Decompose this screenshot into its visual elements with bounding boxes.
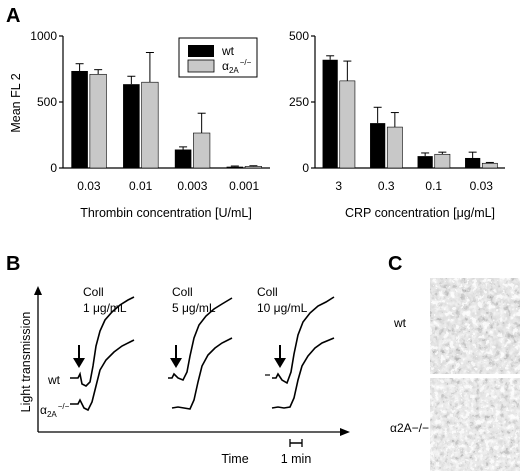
crp-bar-wt-1 (370, 123, 386, 168)
legend-swatch-a2a (187, 59, 215, 73)
crp-category-label-3: 0.03 (470, 179, 494, 193)
crp-bar-a2a-3 (481, 162, 498, 169)
legend-label-a2a: α2A−/− (222, 58, 252, 75)
micrograph-panel: wt α2A−/− (390, 278, 520, 471)
condition-2-dose: 5 μg/mL (172, 301, 216, 315)
crp-y-tick-label-0: 0 (302, 161, 309, 175)
crp-category-label-2: 0.1 (425, 179, 442, 193)
condition-1-agent: Coll (83, 285, 104, 299)
condition-3-agent: Coll (257, 285, 278, 299)
micrograph-label-wt: wt (393, 316, 407, 330)
light-transmission-label: Light transmission (19, 312, 33, 413)
trace-a2a-coll-5 (171, 337, 233, 410)
trace-wt-coll-10 (272, 296, 335, 385)
crp-y-tick-label-1: 250 (289, 95, 309, 109)
crp-bar-a2a-0 (339, 80, 356, 169)
thrombin-bar-a2a-0 (89, 73, 107, 169)
thrombin-bar-a2a-3 (244, 166, 262, 169)
micrograph-label-a2a: α2A−/− (390, 421, 429, 435)
legend: wt α2A−/− (178, 37, 258, 78)
thrombin-bar-a2a-2 (193, 132, 211, 169)
crp-bar-a2a-2 (434, 153, 451, 169)
thrombin-bar-wt-1 (123, 84, 140, 168)
thrombin-x-axis-label: Thrombin concentration [U/mL] (80, 206, 252, 220)
micrograph-a2a (430, 378, 520, 471)
thrombin-y-tick-label-2: 1000 (30, 29, 57, 43)
collagen-addition-arrow-3 (274, 345, 286, 368)
crp-category-label-1: 0.3 (378, 179, 395, 193)
time-axis-arrowhead (340, 428, 350, 436)
panel-label-b: B (6, 253, 20, 275)
crp-bar-a2a-1 (386, 126, 403, 169)
trace-a2a-coll-10 (271, 337, 335, 409)
aggregometry-panel: Light transmission Time 1 min wt α2A−/− … (19, 285, 350, 466)
crp-bar-wt-0 (322, 59, 338, 169)
thrombin-bar-wt-2 (174, 149, 192, 168)
crp-x-axis-label: CRP concentration [μg/mL] (345, 206, 495, 220)
thrombin-bar-a2a-1 (141, 81, 159, 169)
trace-a2a-coll-1 (70, 339, 135, 412)
thrombin-y-tick-label-1: 500 (37, 95, 57, 109)
condition-2-agent: Coll (172, 285, 193, 299)
crp-bar-wt-3 (465, 157, 481, 168)
condition-1-dose: 1 μg/mL (83, 301, 127, 315)
crp-y-tick-label-2: 500 (289, 29, 309, 43)
thrombin-bar-wt-0 (71, 70, 88, 168)
legend-label-wt: wt (221, 44, 235, 58)
panel-label-a: A (6, 5, 20, 27)
legend-swatch-wt (188, 45, 214, 57)
trace-wt-coll-5 (168, 297, 233, 382)
thrombin-bar-chart: Mean FL 2 Thrombin concentration [U/mL] … (9, 29, 270, 220)
collagen-addition-arrow-2 (170, 345, 182, 368)
collagen-addition-arrow-1 (73, 345, 85, 368)
condition-3-dose: 10 μg/mL (257, 301, 308, 315)
micrograph-wt (430, 278, 520, 374)
crp-category-label-0: 3 (335, 179, 342, 193)
crp-bar-chart: CRP concentration [μg/mL] 0 250 500 3 0.3 0.1… (289, 29, 505, 220)
time-axis-label: Time (221, 452, 248, 466)
thrombin-category-label-2: 0.003 (177, 179, 207, 193)
thrombin-category-label-3: 0.001 (229, 179, 259, 193)
thrombin-category-label-1: 0.01 (129, 179, 153, 193)
time-scale-label: 1 min (281, 452, 312, 466)
thrombin-y-tick-label-0: 0 (50, 161, 57, 175)
panel-label-c: C (388, 253, 402, 275)
crp-bar-wt-2 (417, 156, 433, 168)
trace-label-a2a: α2A−/− (40, 402, 70, 419)
thrombin-category-label-0: 0.03 (77, 179, 101, 193)
trace-wt-coll-1 (70, 296, 135, 387)
trace-label-wt: wt (47, 373, 61, 387)
y-axis-arrowhead (34, 286, 42, 295)
thrombin-bar-wt-3 (226, 166, 244, 168)
thrombin-y-axis-label: Mean FL 2 (9, 73, 23, 132)
